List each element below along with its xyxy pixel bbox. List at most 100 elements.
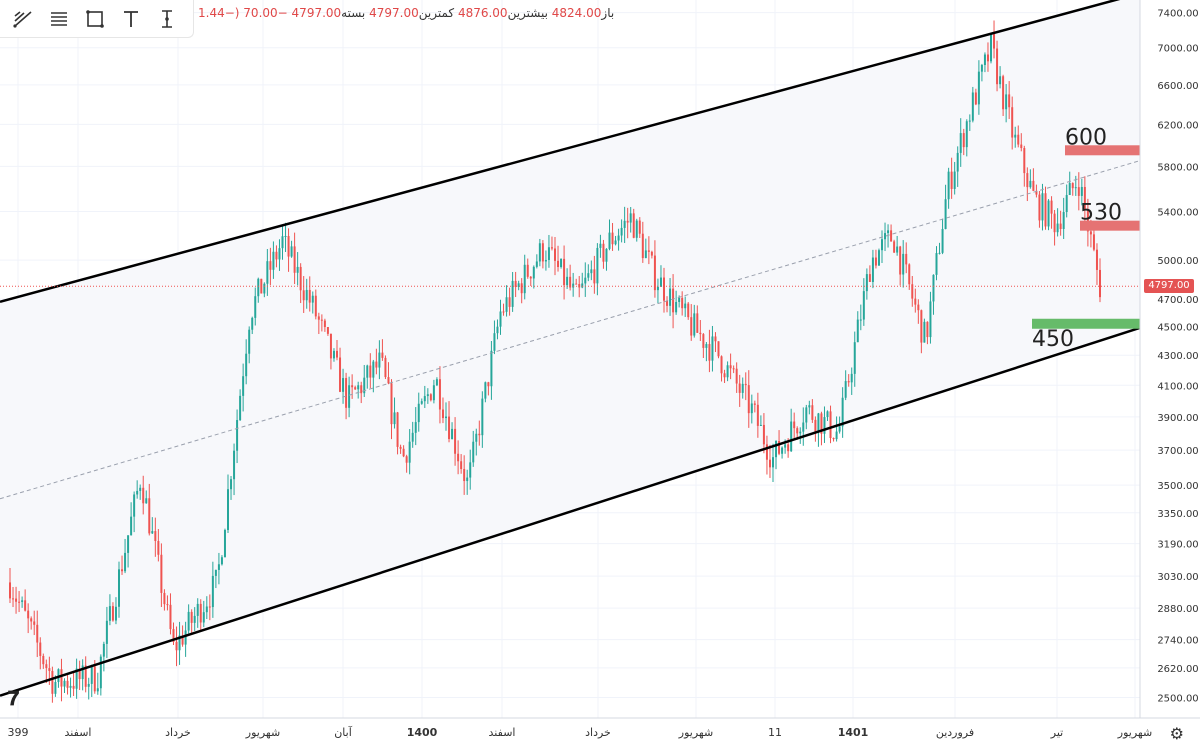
last-price-tag: 4797.00 [1144, 279, 1194, 294]
candle-body [1050, 200, 1053, 214]
candle-body [817, 413, 820, 432]
candle-body [508, 297, 511, 307]
candle-body [160, 554, 163, 593]
candle-body [726, 365, 729, 378]
rectangle-icon[interactable] [80, 4, 110, 34]
candle-body [1068, 183, 1071, 196]
candle-body [445, 416, 447, 419]
candle-body [408, 441, 411, 463]
candle-body [702, 334, 705, 348]
candle-body [1080, 186, 1083, 196]
price-tick-label: 5800.00 [1157, 162, 1198, 173]
candle-body [593, 269, 596, 284]
candle-body [199, 603, 202, 623]
candle-body [457, 453, 460, 462]
fib-icon[interactable] [44, 4, 74, 34]
measure-icon[interactable] [152, 4, 182, 34]
price-axis [1140, 0, 1200, 718]
candle-body [239, 395, 242, 421]
tradingview-logo-icon: 𝟕 [8, 686, 20, 710]
candle-body [33, 621, 36, 625]
candle-body [402, 448, 405, 457]
trend-lines-icon[interactable] [8, 4, 38, 34]
candle-body [18, 601, 21, 603]
candle-body [699, 332, 702, 335]
text-icon[interactable] [116, 4, 146, 34]
candle-body [902, 253, 905, 275]
candle-body [547, 247, 550, 260]
candle-body [796, 428, 799, 434]
candle-body [30, 618, 33, 622]
candle-body [626, 220, 629, 223]
candle-body [345, 378, 348, 408]
candle-body [868, 274, 871, 282]
change-percent: (−1.44 [198, 6, 240, 20]
candle-body [417, 403, 420, 423]
candle-body [526, 264, 529, 277]
candle-body [1041, 193, 1044, 221]
candle-body [454, 428, 457, 454]
candle-body [1044, 193, 1047, 227]
candle-body [36, 624, 39, 643]
candle-body [799, 431, 802, 434]
candle-body [587, 273, 590, 278]
candle-body [1074, 187, 1077, 189]
candle-body [124, 552, 127, 572]
candle-body [756, 404, 759, 426]
candle-body [466, 477, 469, 482]
price-tick-label: 4500.00 [1157, 323, 1198, 334]
candle-body [133, 494, 136, 517]
candle-body [411, 432, 414, 442]
candle-body [84, 665, 87, 687]
candle-body [245, 353, 248, 377]
candle-body [738, 383, 741, 393]
candle-body [890, 230, 893, 242]
candle-body [339, 357, 342, 392]
candle-body [905, 253, 908, 265]
time-tick-label: اسفند [65, 726, 92, 739]
candle-body [947, 171, 950, 200]
candle-body [363, 377, 366, 394]
candle-body [874, 257, 877, 266]
candle-body [899, 246, 902, 275]
candle-body [838, 426, 841, 432]
candle-body [1029, 180, 1032, 188]
candle-body [762, 424, 765, 445]
candle-body [184, 630, 187, 645]
price-tick-label: 2500.00 [1157, 693, 1198, 704]
level-label-450: 450 [1032, 327, 1074, 352]
candle-body [968, 120, 971, 122]
level-marker-600 [1065, 145, 1140, 156]
candle-body [784, 444, 787, 448]
candle-body [941, 228, 944, 253]
candle-body [554, 248, 556, 261]
candle-body [469, 462, 472, 478]
candle-body [378, 352, 381, 368]
price-tick-label: 6600.00 [1157, 81, 1198, 92]
candle-body [405, 456, 408, 463]
channel-upper-line [0, 0, 1121, 304]
price-tick-label: 6200.00 [1157, 120, 1198, 131]
candle-body [448, 416, 451, 440]
candle-body [980, 64, 983, 72]
candle-body [541, 243, 544, 262]
candle-body [72, 685, 75, 689]
candle-body [166, 604, 169, 606]
gear-icon[interactable]: ⚙ [1169, 724, 1184, 743]
candle-body [659, 277, 662, 287]
candle-body [865, 274, 868, 292]
candle-body [944, 199, 947, 229]
candle-body [293, 246, 296, 273]
candle-body [729, 365, 732, 369]
candle-body [375, 361, 378, 368]
candle-body [581, 283, 584, 288]
time-tick-label: اسفند [489, 726, 516, 739]
candle-body [656, 286, 659, 291]
channel-median-line [0, 160, 1141, 500]
candle-body [1071, 183, 1074, 189]
candle-body [862, 291, 865, 320]
level-label-530: 530 [1080, 201, 1122, 226]
candle-body [599, 243, 602, 248]
candle-body [81, 665, 84, 680]
